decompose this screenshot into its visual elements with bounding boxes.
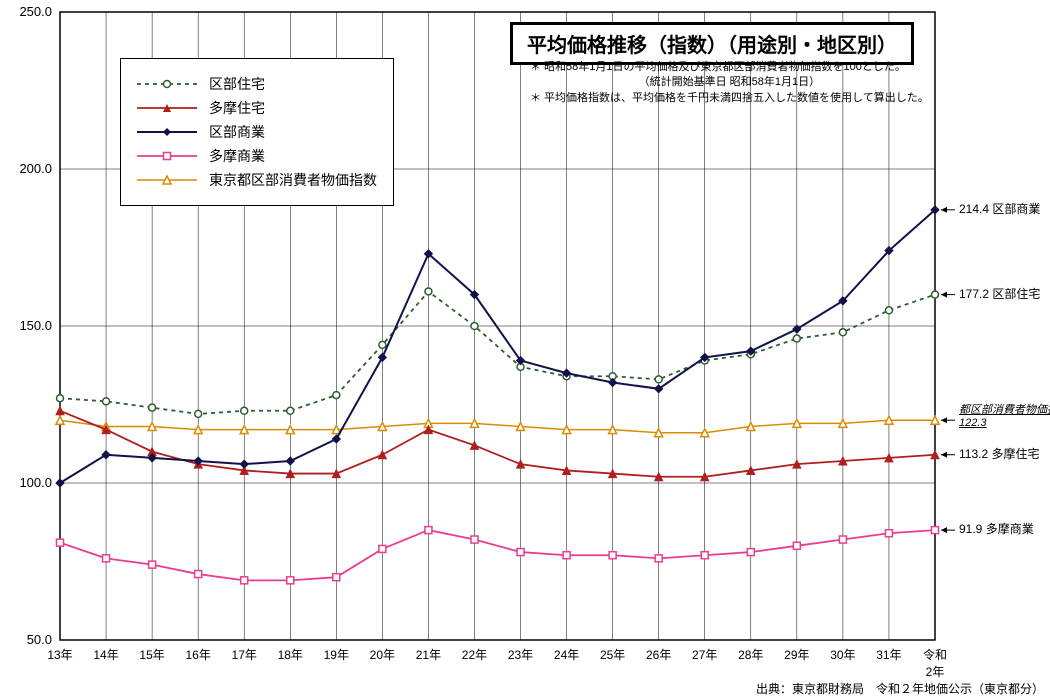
series-end-label-cpi: 都区部消費者物価指数122.3 <box>959 404 1050 430</box>
x-tick-label: 13年 <box>47 646 72 663</box>
x-tick-label: 令和2年 <box>923 646 947 680</box>
legend-item-kubu_com: 区部商業 <box>137 123 377 141</box>
x-tick-label: 30年 <box>830 646 855 663</box>
legend-swatch <box>137 171 197 189</box>
x-tick-label: 24年 <box>554 646 579 663</box>
note-line-3: ＊ 平均価格指数は、平均価格を千円未満四捨五入した数値を使用して算出した。 <box>530 91 929 106</box>
series-end-label-tama_res: 113.2 多摩住宅 <box>959 445 1039 462</box>
legend-swatch <box>137 123 197 141</box>
legend-swatch <box>137 99 197 117</box>
x-tick-label: 16年 <box>185 646 210 663</box>
x-tick-label: 15年 <box>139 646 164 663</box>
legend-label: 東京都区部消費者物価指数 <box>209 170 377 190</box>
legend-item-cpi: 東京都区部消費者物価指数 <box>137 171 377 189</box>
x-tick-label: 17年 <box>232 646 257 663</box>
note-line-1: ＊ 昭和58年1月1日の平均価格及び東京都区部消費者物価指数を100とした。 <box>530 60 929 75</box>
x-tick-label: 31年 <box>876 646 901 663</box>
legend-swatch <box>137 147 197 165</box>
legend-label: 多摩商業 <box>209 146 265 166</box>
y-tick-label: 50.0 <box>4 632 52 647</box>
x-tick-label: 23年 <box>508 646 533 663</box>
chart-notes: ＊ 昭和58年1月1日の平均価格及び東京都区部消費者物価指数を100とした。 （… <box>530 60 929 106</box>
x-tick-label: 26年 <box>646 646 671 663</box>
x-tick-label: 18年 <box>278 646 303 663</box>
legend-item-tama_res: 多摩住宅 <box>137 99 377 117</box>
series-end-label-kubu_com: 214.4 区部商業 <box>959 200 1040 217</box>
x-tick-label: 25年 <box>600 646 625 663</box>
legend-label: 区部住宅 <box>209 74 265 94</box>
legend-item-kubu_res: 区部住宅 <box>137 75 377 93</box>
x-tick-label: 20年 <box>370 646 395 663</box>
series-end-label-kubu_res: 177.2 区部住宅 <box>959 285 1040 302</box>
x-tick-label: 27年 <box>692 646 717 663</box>
y-tick-label: 150.0 <box>4 318 52 333</box>
y-tick-label: 200.0 <box>4 161 52 176</box>
note-line-2: （統計開始基準日 昭和58年1月1日） <box>530 75 929 90</box>
legend-item-tama_com: 多摩商業 <box>137 147 377 165</box>
legend-label: 区部商業 <box>209 122 265 142</box>
x-tick-label: 28年 <box>738 646 763 663</box>
legend-swatch <box>137 75 197 93</box>
x-tick-label: 19年 <box>324 646 349 663</box>
chart-container: 平均価格推移（指数）（用途別・地区別） ＊ 昭和58年1月1日の平均価格及び東京… <box>0 0 1050 700</box>
x-tick-label: 14年 <box>93 646 118 663</box>
y-tick-label: 250.0 <box>4 4 52 19</box>
x-tick-label: 22年 <box>462 646 487 663</box>
series-end-label-tama_com: 91.9 多摩商業 <box>959 520 1034 537</box>
chart-title: 平均価格推移（指数）（用途別・地区別） <box>510 22 914 65</box>
source-citation: 出典：東京都財務局 令和２年地価公示（東京都分） <box>756 680 1044 697</box>
x-tick-label: 21年 <box>416 646 441 663</box>
legend-label: 多摩住宅 <box>209 98 265 118</box>
y-tick-label: 100.0 <box>4 475 52 490</box>
legend: 区部住宅多摩住宅区部商業多摩商業東京都区部消費者物価指数 <box>120 58 394 206</box>
x-tick-label: 29年 <box>784 646 809 663</box>
